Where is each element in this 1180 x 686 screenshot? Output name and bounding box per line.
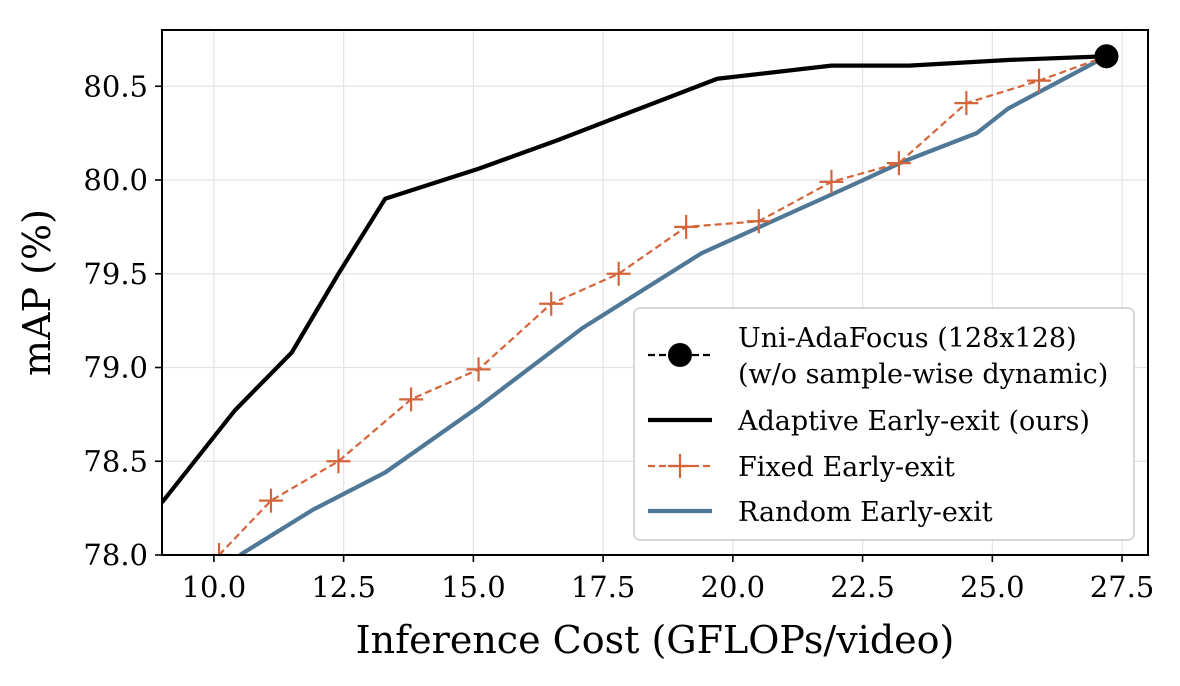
fixed-early-exit-point (539, 291, 564, 316)
legend-item-random-early-exit: Random Early-exit (648, 497, 993, 528)
fixed-early-exit-point (466, 357, 491, 382)
legend-items: Uni-AdaFocus (128x128) (w/o sample-wise d… (648, 323, 1108, 528)
legend-label-line2: (w/o sample-wise dynamic) (738, 359, 1108, 390)
random-early-exit-line (238, 54, 1108, 555)
legend-label: Random Early-exit (738, 497, 993, 528)
y-tick-label: 79.0 (83, 351, 148, 385)
legend-box (633, 307, 1135, 541)
y-tick-label: 78.5 (83, 444, 148, 478)
fixed-early-exit-line (218, 55, 1107, 555)
legend-item-adaptive-early-exit-ours: Adaptive Early-exit (ours) (648, 406, 1090, 437)
y-tick-label: 80.5 (83, 69, 148, 103)
legend-label: Adaptive Early-exit (ours) (737, 406, 1090, 437)
x-tick-label: 17.5 (571, 570, 636, 604)
x-tick-label: 12.5 (311, 570, 376, 604)
plot-series (162, 44, 1119, 555)
fixed-early-exit-point (674, 214, 699, 239)
x-tick-label: 15.0 (441, 570, 506, 604)
fixed-early-exit-point (886, 151, 911, 176)
y-tick-label: 80.0 (83, 163, 148, 197)
fixed-early-exit-point (258, 488, 283, 513)
x-axis-title: Inference Cost (GFLOPs/video) (356, 618, 955, 662)
fixed-early-exit-point (606, 261, 631, 286)
legend-item-uni-adafocus-128x128: Uni-AdaFocus (128x128) (w/o sample-wise d… (648, 323, 1108, 390)
fixed-early-exit-point (954, 91, 979, 116)
plot-frame (161, 29, 1149, 556)
x-tick-label: 25.0 (960, 570, 1025, 604)
adaptive-early-exit-ours-line (162, 54, 1107, 504)
y-axis-title: mAP (%) (15, 209, 59, 376)
legend: Uni-AdaFocus (128x128) (w/o sample-wise d… (633, 307, 1135, 541)
x-tick-label: 10.0 (182, 570, 247, 604)
legend-label: Uni-AdaFocus (128x128) (738, 323, 1077, 354)
fixed-early-exit-point (1027, 68, 1052, 93)
x-tick-label: 22.5 (830, 570, 895, 604)
axis-ticks: 10.0 12.5 15.0 17.5 20.0 22.5 25.0 27.5 78.0 78.5… (83, 69, 1154, 604)
uni-adafocus-128x128-point (1094, 44, 1119, 69)
fixed-early-exit-point (326, 449, 351, 474)
fixed-early-exit-point (399, 387, 424, 412)
y-tick-label: 79.5 (83, 257, 148, 291)
x-tick-label: 27.5 (1090, 570, 1155, 604)
legend-label: Fixed Early-exit (738, 452, 955, 483)
y-tick-label: 78.0 (83, 538, 148, 572)
x-tick-label: 20.0 (701, 570, 766, 604)
fixed-early-exit-point (207, 543, 232, 555)
fixed-early-exit-point (746, 209, 771, 234)
fixed-early-exit-point (819, 169, 844, 194)
legend-item-fixed-early-exit: Fixed Early-exit (648, 452, 955, 483)
